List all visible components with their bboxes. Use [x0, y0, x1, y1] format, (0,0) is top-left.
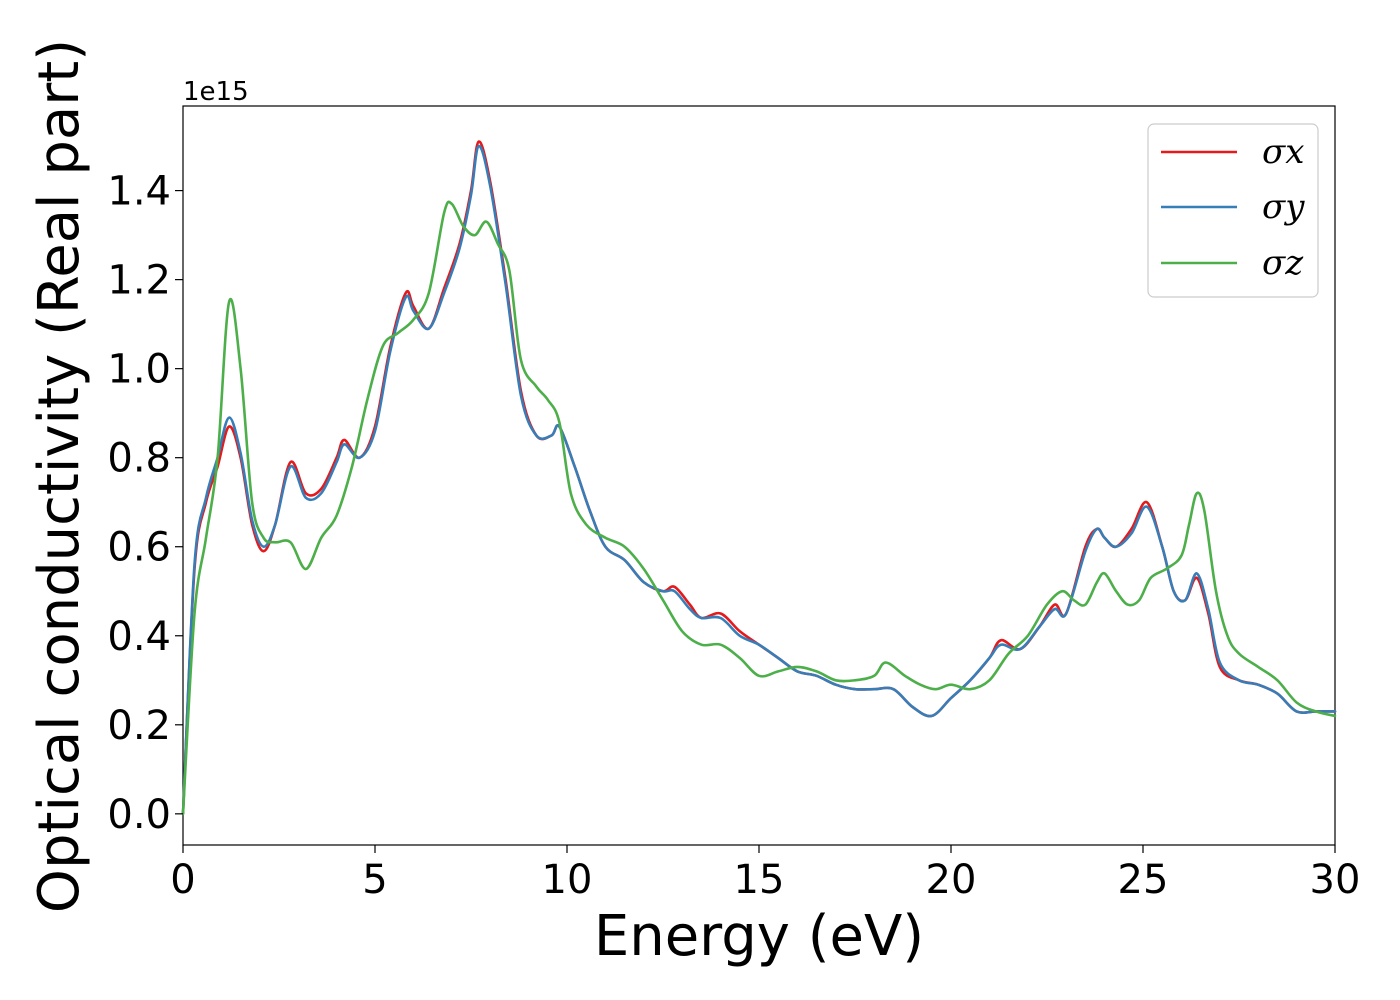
x-tick-label: 15 — [734, 857, 785, 903]
legend-label-sigma-z: σz — [1262, 243, 1304, 283]
x-axis: 0 5 10 15 20 25 30 — [170, 845, 1360, 903]
x-tick-label: 5 — [362, 857, 387, 903]
y-axis-label: Optical conductivity (Real part) — [27, 39, 92, 913]
y-tick-label: 0.6 — [107, 525, 171, 571]
y-tick-label: 0.2 — [107, 703, 171, 749]
series-line-sigma-x — [181, 140, 1337, 816]
y-tick-label: 0.4 — [107, 614, 171, 660]
x-tick-label: 30 — [1310, 857, 1361, 903]
series-line-sigma-y — [181, 144, 1337, 816]
y-tick-label: 1.4 — [107, 169, 171, 215]
y-tick-label: 1.0 — [107, 347, 171, 393]
x-tick-label: 20 — [926, 857, 977, 903]
x-axis-label: Energy (eV) — [594, 904, 924, 969]
series-line-sigma-z — [181, 200, 1337, 816]
legend-frame — [1147, 123, 1319, 298]
x-tick-label: 25 — [1118, 857, 1169, 903]
legend-label-sigma-y: σy — [1262, 187, 1305, 227]
legend: σx σy σz — [1147, 123, 1319, 298]
y-axis: 0.0 0.2 0.4 0.6 0.8 1.0 1.2 1.4 — [107, 169, 183, 838]
y-tick-label: 1.2 — [107, 258, 171, 304]
x-tick-label: 10 — [542, 857, 593, 903]
series-layer — [181, 140, 1337, 816]
x-tick-label: 0 — [170, 857, 195, 903]
legend-label-sigma-x: σx — [1262, 132, 1304, 172]
plot-area — [182, 105, 1336, 846]
y-offset-label: 1e15 — [183, 77, 249, 107]
y-tick-label: 0.8 — [107, 436, 171, 482]
y-tick-label: 0.0 — [107, 792, 171, 838]
